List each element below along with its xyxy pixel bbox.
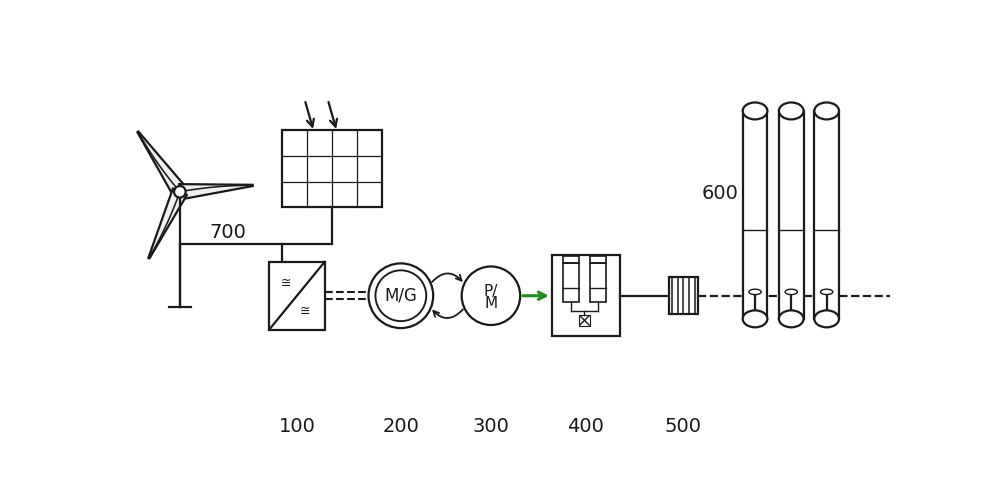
Bar	[779, 111, 804, 319]
Text: M: M	[484, 296, 498, 311]
Bar	[743, 111, 767, 319]
Bar	[563, 256, 579, 264]
Ellipse shape	[743, 311, 767, 327]
Bar	[590, 264, 606, 302]
Ellipse shape	[779, 311, 804, 327]
Text: 200: 200	[382, 417, 419, 436]
Bar	[282, 130, 382, 207]
Text: P/: P/	[484, 284, 498, 299]
Text: ≅: ≅	[281, 277, 291, 290]
Text: 300: 300	[473, 417, 509, 436]
Bar	[579, 315, 590, 326]
Ellipse shape	[820, 289, 833, 295]
Ellipse shape	[785, 289, 797, 295]
Bar	[269, 262, 325, 330]
Ellipse shape	[814, 311, 839, 327]
Text: 700: 700	[209, 223, 246, 242]
Text: 600: 600	[702, 184, 739, 203]
Bar	[563, 264, 579, 302]
Ellipse shape	[749, 289, 761, 295]
Circle shape	[462, 267, 520, 325]
Text: 100: 100	[278, 417, 315, 436]
Ellipse shape	[814, 103, 839, 119]
Bar	[590, 256, 606, 264]
Text: M/G: M/G	[384, 287, 417, 305]
Bar	[552, 256, 620, 336]
Polygon shape	[179, 184, 253, 199]
Polygon shape	[137, 132, 186, 196]
Text: ≅: ≅	[299, 305, 310, 318]
Bar	[669, 277, 698, 314]
Ellipse shape	[779, 103, 804, 119]
Circle shape	[174, 186, 186, 197]
Bar	[814, 111, 839, 319]
Circle shape	[369, 264, 433, 328]
Text: 500: 500	[665, 417, 702, 436]
Ellipse shape	[743, 103, 767, 119]
Polygon shape	[148, 188, 187, 259]
Text: 400: 400	[567, 417, 604, 436]
